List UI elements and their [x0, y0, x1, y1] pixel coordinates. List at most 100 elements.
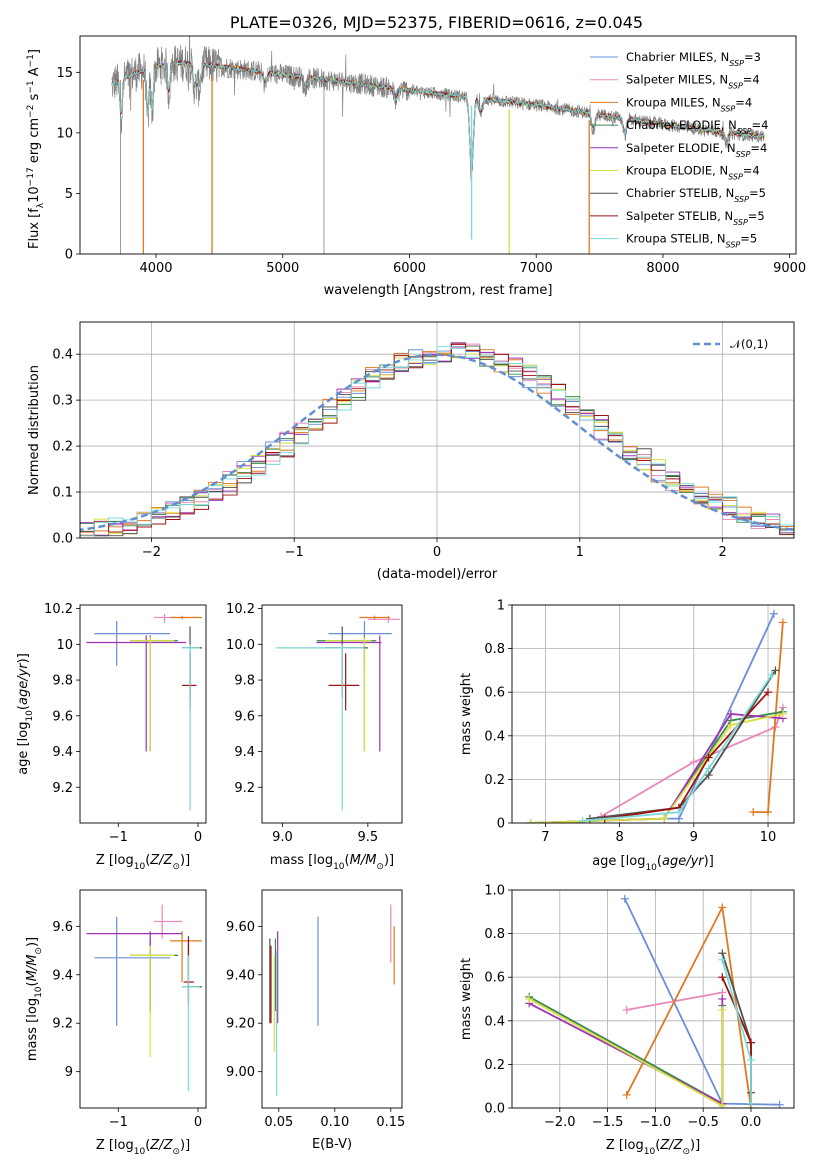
z_weight-line-5	[528, 998, 724, 1108]
z_age-ylabel: age [log10(age/yr)]	[16, 653, 35, 775]
ebv_mass-ytick-label: 9.40	[226, 968, 255, 983]
ebv_mass-frame	[261, 889, 403, 1109]
residuals-ytick-label: 0.4	[52, 348, 73, 363]
age_weight-ytick-label: 0	[497, 817, 505, 832]
spectrum-model-line-8	[111, 60, 765, 171]
spectrum-ytick-label: 5	[65, 187, 73, 202]
residuals-ylabel: Normed distribution	[27, 365, 42, 495]
spectrum-legend-label-0: Chabrier MILES, NSSP=3	[626, 50, 761, 68]
z_mass-frame	[79, 889, 207, 1109]
residuals-xtick-label: −2	[142, 545, 161, 560]
z_weight-xtick-label: −1.0	[640, 1115, 672, 1130]
age_weight-xtick-label: 7	[541, 830, 549, 845]
ebv_mass-ytick-label: 9.00	[226, 1065, 255, 1080]
age_weight-xtick-label: 9	[690, 830, 698, 845]
spectrum-model-line-7	[111, 60, 765, 172]
z_mass-ytick-label: 9.6	[52, 920, 73, 935]
age_weight-xtick-label: 10	[760, 830, 777, 845]
age_weight-ylabel: mass weight	[459, 673, 474, 755]
z_mass-ytick-label: 9.4	[52, 968, 73, 983]
age_weight-ytick-label: 0.4	[484, 729, 505, 744]
z_age-ytick-label: 9.2	[52, 781, 73, 796]
z_mass-xtick-label: −1	[109, 1115, 128, 1130]
spectrum-legend-label-8: Kroupa STELIB, NSSP=5	[626, 232, 757, 250]
spectrum-legend-label-5: Kroupa ELODIE, NSSP=4	[626, 164, 760, 182]
z_mass-ytick-label: 9.2	[52, 1017, 73, 1032]
spectrum-legend-label-2: Kroupa MILES, NSSP=4	[626, 95, 752, 113]
mass_age-ytick-label: 9.6	[234, 709, 255, 724]
z_mass-xtick-label: 0	[194, 1115, 202, 1130]
residuals-legend-label: 𝒩(0,1)	[730, 337, 768, 351]
residuals-xtick-label: 1	[576, 545, 584, 560]
spectrum-ytick-label: 10	[56, 126, 73, 141]
z_weight-plot-area	[525, 894, 784, 1108]
residuals-ytick-label: 0.2	[52, 440, 73, 455]
mass_age-ytick-label: 9.8	[234, 674, 255, 689]
age_weight-frame	[511, 604, 795, 824]
z_mass-ytick-label: 9	[65, 1065, 73, 1080]
z_weight-xtick-label: −0.5	[687, 1115, 719, 1130]
z_mass-xlabel: Z [log10(Z/Z⊙)]	[96, 1138, 190, 1157]
z_age-ytick-label: 10.2	[44, 602, 73, 617]
z_age-ytick-label: 10	[56, 638, 73, 653]
spectrum-legend-label-1: Salpeter MILES, NSSP=4	[626, 73, 760, 91]
residuals-axes	[76, 322, 794, 542]
age_weight-ytick-label: 0.2	[484, 773, 505, 788]
spectrum-ylabel: Flux [fλ10−17 erg cm−2 s−1 A−1]	[26, 49, 46, 249]
mass_age-ytick-label: 9.4	[234, 745, 255, 760]
age_weight-ytick-label: 0.8	[484, 642, 505, 657]
z_age-xtick-label: 0	[194, 830, 202, 845]
age_weight-line-3	[530, 710, 784, 823]
spectrum-xlabel: wavelength [Angstrom, rest frame]	[324, 283, 553, 298]
spectrum-observed-line	[111, 36, 765, 182]
spectrum-xtick-label: 8000	[646, 261, 679, 276]
spectrum-legend-label-7: Salpeter STELIB, NSSP=5	[626, 209, 765, 227]
spectrum-ytick-label: 0	[65, 248, 73, 263]
z_weight-frame	[511, 889, 795, 1109]
z_age-xlabel: Z [log10(Z/Z⊙)]	[96, 853, 190, 872]
spectrum-legend-label-4: Salpeter ELODIE, NSSP=4	[626, 141, 767, 159]
mass_age-ytick-label: 9.2	[234, 781, 255, 796]
spectrum-xtick-label: 4000	[139, 261, 172, 276]
mass_age-ytick-label: 10.0	[226, 638, 255, 653]
spectrum-frame	[79, 35, 797, 255]
ebv_mass-xtick-label: 0.15	[376, 1115, 405, 1130]
ebv_mass-ytick-label: 9.60	[226, 920, 255, 935]
residuals-normal-curve	[80, 353, 794, 532]
residuals-xlabel: (data-model)/error	[377, 567, 498, 582]
z_weight-xlabel: Z [log10(Z/Z⊙)]	[606, 1138, 700, 1157]
spectrum-xtick-label: 6000	[393, 261, 426, 276]
spectrum-plot-area	[111, 36, 765, 254]
mass_age-frame	[261, 604, 403, 824]
z_weight-xtick-label: −1.5	[592, 1115, 624, 1130]
age_weight-ytick-label: 0.6	[484, 686, 505, 701]
z_weight-ytick-label: 0.0	[484, 1102, 505, 1117]
z_weight-ylabel: mass weight	[459, 958, 474, 1040]
z_weight-xtick-label: 0.0	[741, 1115, 762, 1130]
age_weight-line-8	[582, 674, 773, 822]
spectrum-xtick-label: 5000	[266, 261, 299, 276]
z_age-xtick-label: −1	[109, 830, 128, 845]
residuals-ytick-label: 0.3	[52, 394, 73, 409]
z_weight-ytick-label: 0.2	[484, 1058, 505, 1073]
age_weight-ytick-label: 1	[497, 599, 505, 614]
ebv_mass-xtick-label: 0.10	[320, 1115, 349, 1130]
spectrum-legend-label-3: Chabrier ELODIE, NSSP=4	[626, 118, 768, 136]
age_weight-xlabel: age [log10(age/yr)]	[592, 854, 714, 873]
ebv_mass-ytick-label: 9.20	[226, 1017, 255, 1032]
spectrum-xtick-label: 9000	[773, 261, 806, 276]
z_age-axes	[76, 608, 199, 827]
spectrum-legend-label-6: Chabrier STELIB, NSSP=5	[626, 186, 766, 204]
z_mass-plot-area	[86, 904, 203, 1092]
mass_age-xlabel: mass [log10(M/M⊙)]	[270, 853, 394, 872]
z_mass-axes	[76, 925, 199, 1112]
z_age-ytick-label: 9.8	[52, 674, 73, 689]
z_weight-ytick-label: 1.0	[484, 884, 505, 899]
mass_age-xtick-label: 9.5	[358, 830, 379, 845]
z_weight-ytick-label: 0.4	[484, 1014, 505, 1029]
z_age-ytick-label: 9.6	[52, 709, 73, 724]
age_weight-line-6	[589, 669, 777, 820]
ebv_mass-plot-area	[269, 904, 395, 1096]
